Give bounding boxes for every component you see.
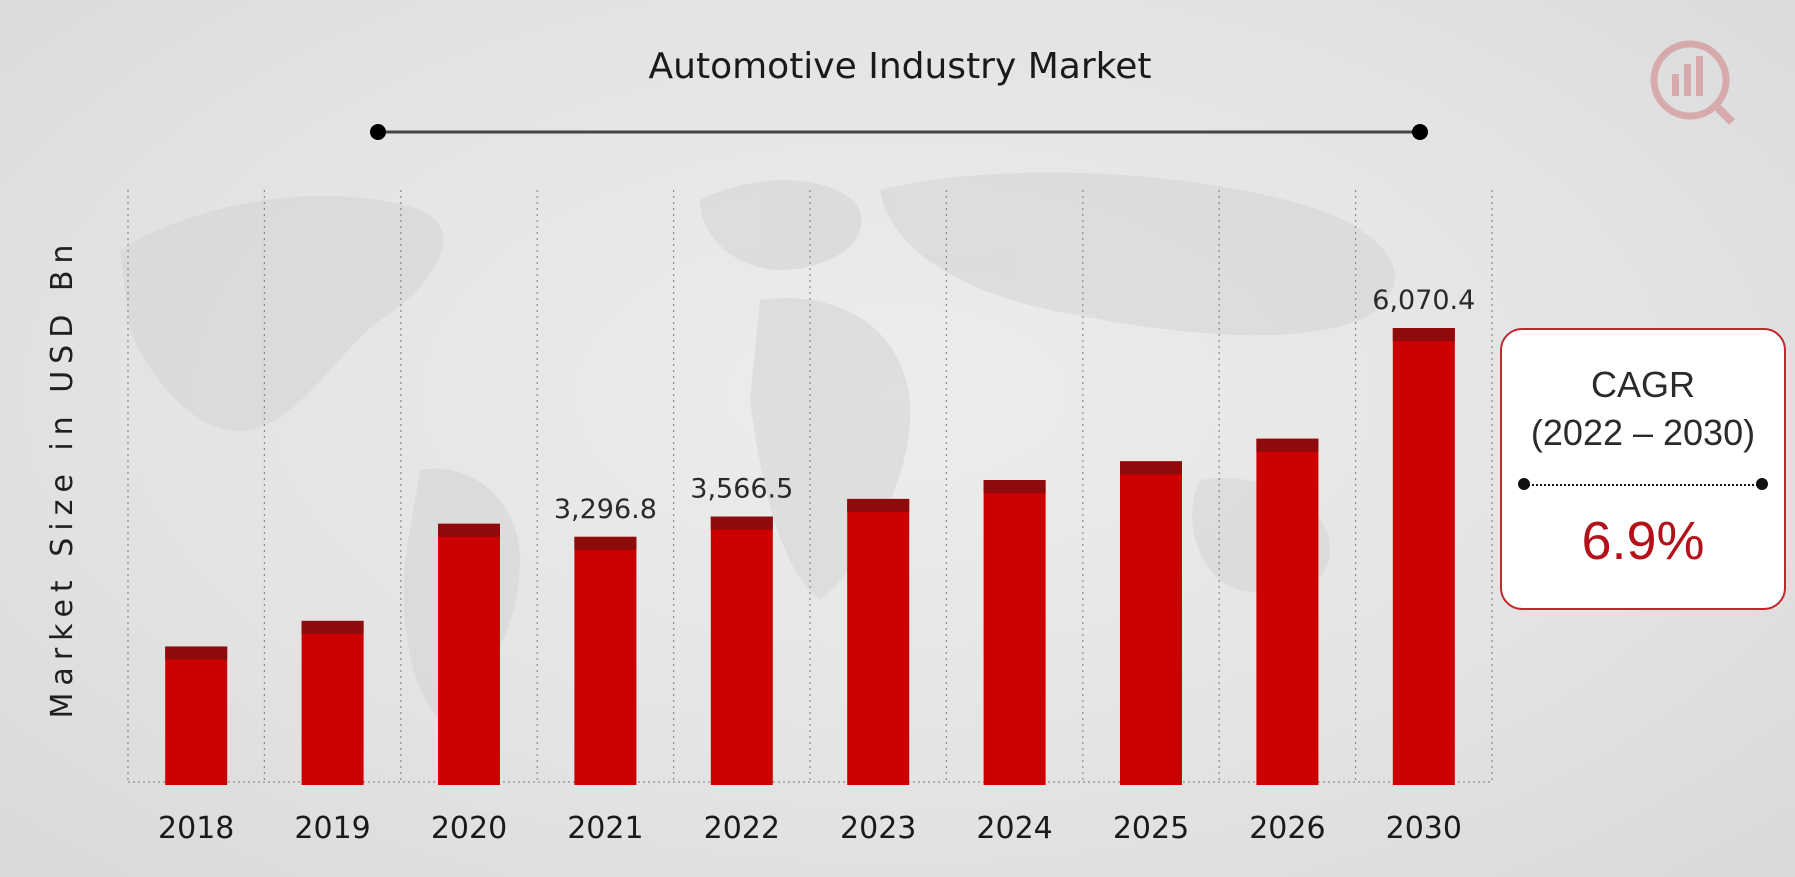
bar-2018 — [165, 646, 228, 785]
bar-cap-2019 — [301, 620, 364, 634]
data-label-2021: 3,296.8 — [554, 494, 657, 525]
x-tick-label: 2025 — [1113, 811, 1189, 846]
x-tick-label: 2030 — [1386, 811, 1462, 846]
bar-cap-2026 — [1256, 438, 1319, 452]
data-labels: 3,296.8 3,566.5 6,070.4 — [554, 285, 1475, 525]
bar-2030 — [1392, 328, 1455, 785]
data-label-2022: 3,566.5 — [690, 474, 793, 505]
cagr-value: 6.9% — [1581, 511, 1705, 571]
bars — [165, 328, 1455, 785]
bar-cap-2025 — [1120, 461, 1182, 475]
y-axis-label: Market Size in USD Bn — [45, 238, 80, 719]
x-tick-label: 2019 — [294, 811, 370, 846]
bar-cap-2021 — [574, 536, 637, 550]
chart-title: Automotive Industry Market — [649, 46, 1152, 87]
data-label-2030: 6,070.4 — [1372, 285, 1475, 316]
bar-2020 — [438, 523, 500, 785]
cagr-range: (2022 – 2030) — [1530, 412, 1756, 453]
cagr-title: CAGR — [1590, 364, 1695, 405]
bar-2019 — [301, 620, 364, 785]
bar-2024 — [983, 480, 1046, 785]
x-tick-label: 2020 — [431, 811, 507, 846]
x-tick-label: 2024 — [976, 811, 1052, 846]
x-tick-label: 2021 — [567, 811, 643, 846]
bar-2025 — [1120, 461, 1182, 785]
bar-cap-2024 — [983, 480, 1046, 494]
title-rule-dot-left — [370, 124, 386, 140]
title-rule-dot-right — [1412, 124, 1428, 140]
brand-logo-icon — [1650, 40, 1735, 125]
x-tick-label: 2026 — [1249, 811, 1325, 846]
cagr-rule-dot-right — [1756, 478, 1768, 490]
bar-2026 — [1256, 438, 1319, 785]
bar-2023 — [847, 498, 910, 785]
cagr-rule — [1524, 484, 1762, 486]
x-tick-labels: 2018 2019 2020 2021 2022 2023 2024 2025 2026 2030 — [158, 811, 1462, 846]
bar-2022 — [710, 516, 773, 785]
cagr-callout: CAGR (2022 – 2030) 6.9% — [1500, 328, 1786, 610]
bar-2021 — [574, 536, 637, 785]
gridlines — [127, 190, 1493, 782]
bar-cap-2018 — [165, 646, 228, 660]
x-tick-label: 2023 — [840, 811, 916, 846]
bar-cap-2020 — [438, 523, 500, 537]
bar-cap-2030 — [1392, 328, 1455, 341]
x-tick-label: 2018 — [158, 811, 234, 846]
bar-cap-2022 — [710, 516, 773, 530]
bar-cap-2023 — [847, 498, 910, 512]
x-tick-label: 2022 — [704, 811, 780, 846]
